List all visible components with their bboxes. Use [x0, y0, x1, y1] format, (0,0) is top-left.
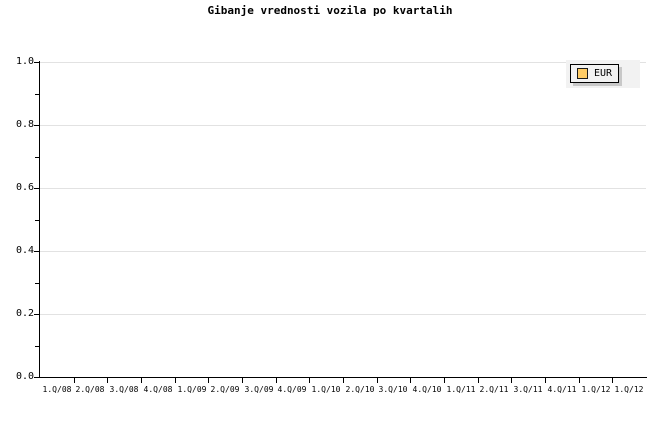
gridline: [40, 188, 646, 189]
x-axis-label: 3.Q/10: [378, 385, 408, 394]
x-axis-tick: [545, 378, 546, 383]
y-axis-minor-tick: [35, 282, 39, 284]
x-axis-label: 3.Q/09: [244, 385, 274, 394]
gridline: [40, 125, 646, 126]
x-axis-label: 1.Q/12: [614, 385, 644, 394]
y-axis-label: 0.8: [15, 119, 34, 130]
x-axis-label: 3.Q/08: [109, 385, 139, 394]
y-axis-tick: [34, 251, 39, 252]
y-axis-tick: [34, 188, 39, 189]
y-axis-line: [39, 61, 40, 378]
x-axis-tick: [511, 378, 512, 383]
x-axis-label: 1.Q/10: [311, 385, 341, 394]
y-axis-minor-tick: [35, 156, 39, 158]
gridline: [40, 251, 646, 252]
legend-color-swatch: [577, 68, 588, 79]
gridline: [40, 62, 646, 63]
x-axis-tick: [242, 378, 243, 383]
legend-label: EUR: [594, 68, 613, 79]
y-axis-minor-tick: [35, 93, 39, 95]
y-axis-minor-tick: [35, 345, 39, 347]
x-axis-tick: [478, 378, 479, 383]
x-axis-tick: [377, 378, 378, 383]
x-axis-label: 2.Q/08: [75, 385, 105, 394]
x-axis-tick: [309, 378, 310, 383]
x-axis-label: 2.Q/09: [210, 385, 240, 394]
y-axis-tick: [34, 125, 39, 126]
chart-title: Gibanje vrednosti vozila po kvartalih: [207, 4, 453, 17]
x-axis-label: 4.Q/09: [277, 385, 307, 394]
x-axis-line: [39, 377, 647, 378]
y-axis-label: 0.6: [15, 182, 34, 193]
x-axis-tick: [612, 378, 613, 383]
x-axis-label: 1.Q/12: [581, 385, 611, 394]
y-axis-label: 0.2: [15, 308, 34, 319]
y-axis-tick: [34, 62, 39, 63]
x-axis-tick: [208, 378, 209, 383]
x-axis-label: 4.Q/11: [547, 385, 577, 394]
y-axis-label: 0.0: [15, 371, 34, 382]
x-axis-label: 1.Q/11: [446, 385, 476, 394]
y-axis-label: 0.4: [15, 245, 34, 256]
chart-legend[interactable]: EUR: [570, 64, 620, 83]
y-axis-tick: [34, 314, 39, 315]
gridline: [40, 314, 646, 315]
x-axis-tick: [343, 378, 344, 383]
plot-area: [40, 62, 646, 377]
x-axis-tick: [410, 378, 411, 383]
x-axis-tick: [107, 378, 108, 383]
y-axis-tick: [34, 377, 39, 378]
x-axis-label: 4.Q/10: [412, 385, 442, 394]
x-axis-label: 1.Q/09: [177, 385, 207, 394]
x-axis-tick: [74, 378, 75, 383]
y-axis-labels: 1.0 0.8 0.6 0.4 0.2 0.0: [0, 0, 34, 440]
x-axis-label: 2.Q/11: [479, 385, 509, 394]
x-axis-tick: [444, 378, 445, 383]
x-axis-label: 1.Q/08: [42, 385, 72, 394]
x-axis-label: 4.Q/08: [143, 385, 173, 394]
x-axis-tick: [141, 378, 142, 383]
x-axis-tick: [175, 378, 176, 383]
x-axis-tick: [276, 378, 277, 383]
y-axis-label: 1.0: [15, 56, 34, 67]
x-axis-label: 3.Q/11: [513, 385, 543, 394]
x-axis-label: 2.Q/10: [345, 385, 375, 394]
y-axis-minor-tick: [35, 219, 39, 221]
x-axis-tick: [579, 378, 580, 383]
